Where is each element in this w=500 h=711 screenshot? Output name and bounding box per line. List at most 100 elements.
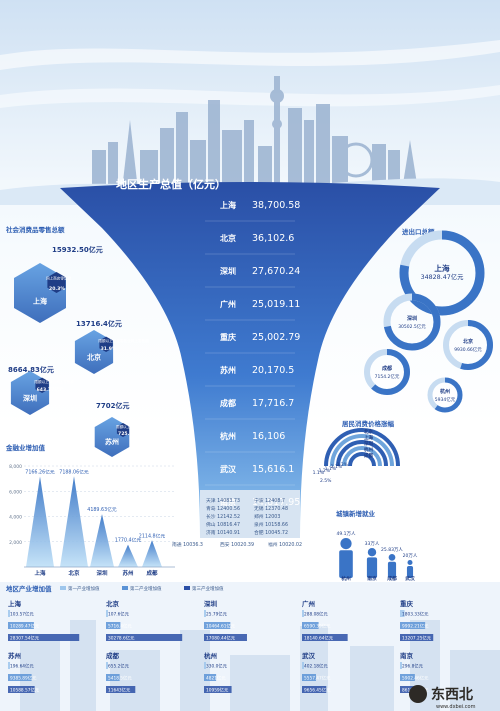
person-icon-body xyxy=(339,550,353,578)
gdp-value-label: 14,817.95 xyxy=(252,497,300,508)
gdp-city-label: 重庆 xyxy=(220,332,236,342)
other-city-value: 长沙 12142.52 xyxy=(206,513,240,520)
legend-swatch xyxy=(184,586,190,590)
industry-bar xyxy=(8,674,32,681)
other-city-value: 福州 10020.02 xyxy=(268,541,302,548)
finance-city-label: 苏州 xyxy=(122,569,134,577)
retail-title: 社会消费品零售总额 xyxy=(6,225,65,234)
industry-value-label: 196.64亿元 xyxy=(10,663,34,670)
other-city-value: 南通 10036.3 xyxy=(172,541,203,548)
industry-city-label: 南京 xyxy=(400,651,414,660)
cloud-wave xyxy=(0,40,500,70)
trade-city-label: 深圳 xyxy=(407,315,417,322)
other-city-value: 济南 10140.91 xyxy=(206,529,240,536)
other-city-value: 无锡 12370.48 xyxy=(254,505,288,512)
trade-value-label: 7154.2亿元 xyxy=(375,373,400,380)
industry-bar xyxy=(8,610,10,617)
price-value-label: 1.2% xyxy=(319,468,331,474)
industry-city-label: 成都 xyxy=(106,651,120,660)
watermark: 东西北 www.dxbei.com xyxy=(409,685,476,710)
legend-label: 第三产业增加值 xyxy=(192,585,224,592)
industry-bar xyxy=(204,622,231,629)
industry-bar xyxy=(106,686,136,693)
retail-hexagon xyxy=(10,371,50,415)
industry-bar xyxy=(302,634,348,641)
industry-value-label: 4821亿元 xyxy=(206,675,226,682)
finance-peak xyxy=(118,544,138,567)
industry-city-label: 广州 xyxy=(302,599,315,608)
industry-value-label: 288.08亿元 xyxy=(304,611,328,618)
price-city-label: 北京 xyxy=(364,428,373,435)
industry-city-label: 上海 xyxy=(8,599,22,608)
gdp-city-label: 杭州 xyxy=(220,431,236,441)
gdp-value-label: 36,102.6 xyxy=(252,233,294,244)
finance-peak xyxy=(60,476,88,567)
trade-title: 进出口总额 xyxy=(402,227,435,236)
industry-bar xyxy=(8,634,80,641)
retail-sub-hexagon xyxy=(35,377,49,393)
industry-bar xyxy=(8,662,10,669)
industry-value-label: 107.6亿元 xyxy=(108,611,130,618)
price-value-label: 1.1% xyxy=(325,466,337,472)
industry-bar xyxy=(106,634,183,641)
industry-city-label: 杭州 xyxy=(204,651,217,660)
industry-city-label: 武汉 xyxy=(302,651,316,660)
gdp-city-label: 深圳 xyxy=(220,266,236,276)
price-ring xyxy=(342,446,382,467)
other-city-value: 西安 10020.39 xyxy=(220,541,254,548)
gdp-value-label: 15,616.1 xyxy=(252,464,294,475)
person-icon xyxy=(407,560,413,566)
retail-sub-hexagon xyxy=(116,423,130,437)
retail-value-label: 15932.50亿元 xyxy=(52,245,103,254)
other-city-value: 青岛 12400.56 xyxy=(206,505,240,512)
gdp-city-label: 上海 xyxy=(220,200,236,210)
industry-value-label: 5716.4亿元 xyxy=(108,623,132,630)
gdp-value-label: 27,670.24 xyxy=(252,266,300,277)
trade-donut-arc xyxy=(399,230,485,316)
trade-donut-arc xyxy=(383,293,441,351)
industry-value-label: 9992.21亿元 xyxy=(402,623,429,630)
other-city-value: 宁波 12408.7 xyxy=(254,497,285,504)
person-icon xyxy=(367,548,377,557)
finance-value-label: 7188.06亿元 xyxy=(59,468,89,475)
retail-pct-label: 31.9% xyxy=(101,346,117,352)
price-city-label: 杭州 xyxy=(364,446,373,453)
retail-value-label: 13716.4亿元 xyxy=(76,319,122,328)
trade-value-label: 5934亿元 xyxy=(435,396,456,403)
industry-value-label: 6590.39亿元 xyxy=(304,623,331,630)
industry-bar xyxy=(204,610,206,617)
other-city-value: 合肥 10045.72 xyxy=(254,529,288,536)
employment-city-label: 武汉 xyxy=(405,575,415,582)
finance-value-label: 7166.26亿元 xyxy=(25,469,55,476)
finance-city-label: 北京 xyxy=(68,569,80,577)
gdp-rows: 上海 38,700.58 北京 36,102.6 深圳 27,670.24 广州 25,019… xyxy=(205,200,300,508)
industry-bar xyxy=(400,662,402,669)
industry-city-label: 重庆 xyxy=(400,599,414,608)
finance-value-label: 2114.8亿元 xyxy=(139,532,166,539)
retail-note-label: 限额以上单位网上零售额 xyxy=(34,379,74,384)
retail-note-label: 网上商店零售额 xyxy=(46,276,72,281)
price-ring xyxy=(330,434,394,467)
person-icon-body xyxy=(406,566,414,578)
industry-bar xyxy=(302,622,319,629)
industry-bar xyxy=(106,622,121,629)
employment-value-label: 20万人 xyxy=(403,553,418,559)
industry-value-label: 5902.46亿元 xyxy=(402,675,429,682)
industry-bar xyxy=(302,674,316,681)
retail-value-label: 7702亿元 xyxy=(96,401,129,410)
funnel-base xyxy=(200,490,300,538)
price-ring xyxy=(324,428,400,467)
price-value-label: 2.1% xyxy=(331,464,343,470)
industry-bar xyxy=(204,634,247,641)
person-icon xyxy=(388,554,396,561)
finance-y-tick: 6,000 xyxy=(9,489,22,495)
trade-donut-arc xyxy=(427,377,463,413)
gdp-city-label: 苏州 xyxy=(220,365,236,375)
gdp-city-label: 北京 xyxy=(220,233,236,243)
industry-bar xyxy=(302,610,304,617)
finance-city-label: 深圳 xyxy=(96,569,108,577)
